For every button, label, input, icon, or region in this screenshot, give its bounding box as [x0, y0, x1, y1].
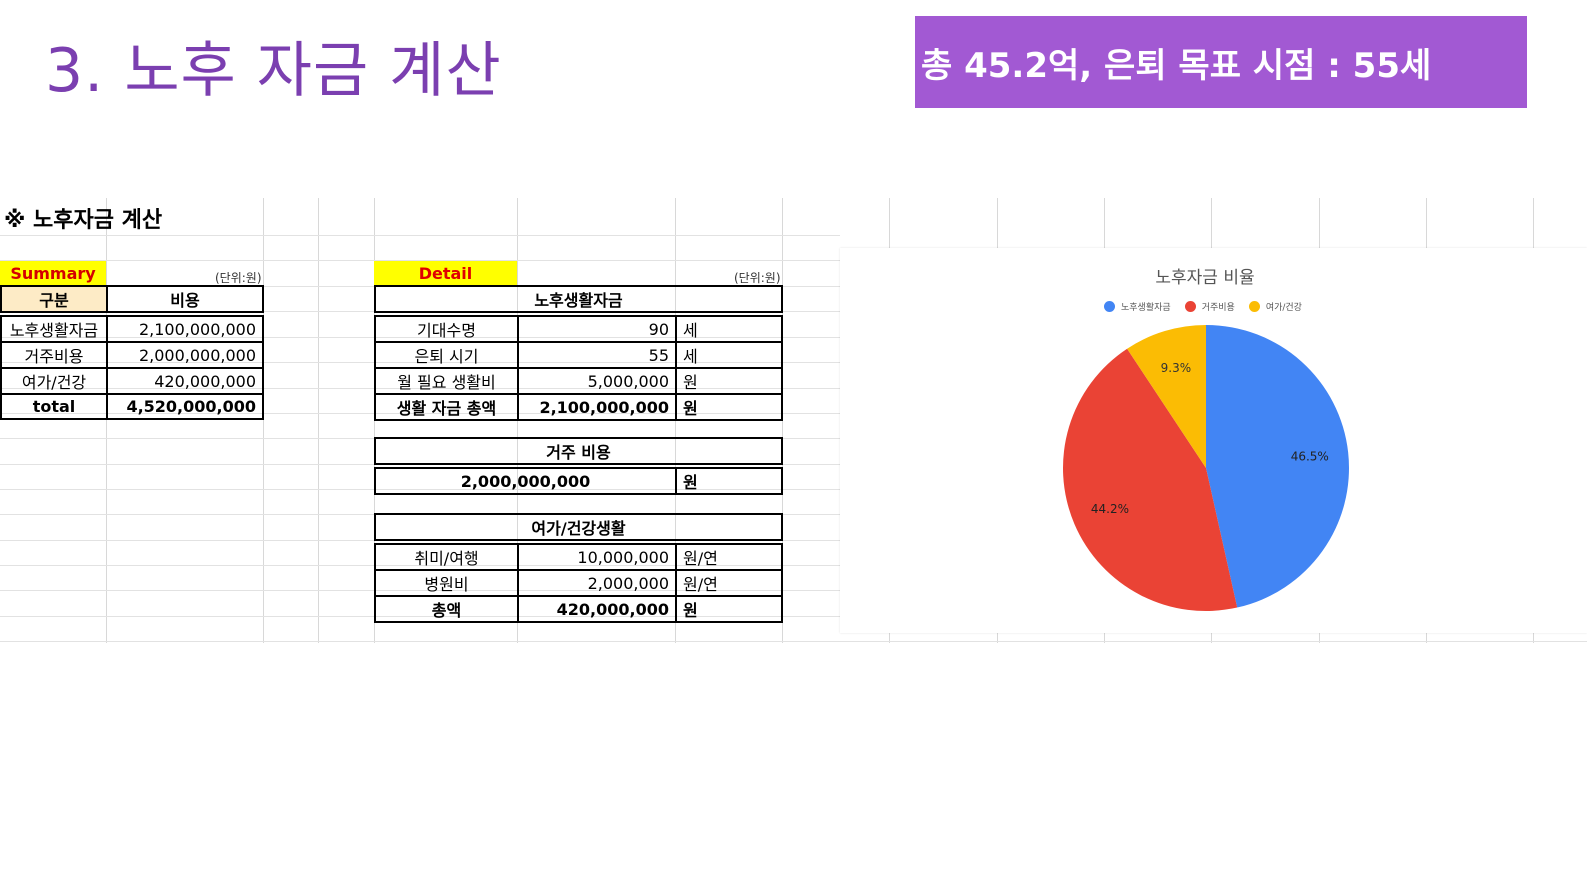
summary-table: 구분 비용 노후생활자금 2,100,000,000 거주비용 2,000,00…: [0, 285, 264, 420]
total-unit: 원: [675, 595, 783, 623]
legend-item: 거주비용: [1184, 300, 1235, 313]
slice-label: 44.2%: [1091, 502, 1129, 516]
total-value: 420,000,000: [517, 595, 677, 623]
row-label: 거주비용: [0, 341, 108, 369]
legend-dot: [1104, 301, 1115, 312]
row-value: 2,000,000,000: [106, 341, 264, 369]
detail-unit: (단위:원): [734, 271, 781, 285]
legend-item: 노후생활자금: [1104, 300, 1171, 313]
living-header: 노후생활자금: [374, 285, 783, 313]
row-label: 노후생활자금: [0, 315, 108, 343]
row-value: 2,000,000: [517, 569, 677, 597]
row-unit: 원/연: [675, 543, 783, 571]
row-unit: 세: [675, 341, 783, 369]
row-value: 420,000,000: [106, 367, 264, 395]
summary-banner: 총 45.2억, 은퇴 목표 시점 : 55세: [915, 16, 1527, 108]
leisure-header: 여가/건강생활: [374, 513, 783, 541]
table-row: total 4,520,000,000: [0, 393, 264, 420]
leisure-table: 여가/건강생활 취미/여행 10,000,000 원/연 병원비 2,000,0…: [374, 513, 783, 623]
slide-title: 3. 노후 자금 계산: [45, 36, 502, 106]
detail-tag: Detail: [374, 261, 517, 286]
row-label: 은퇴 시기: [374, 341, 519, 369]
table-row: 여가/건강생활: [374, 513, 783, 541]
row-value: 55: [517, 341, 677, 369]
slice-leisure[interactable]: [1127, 325, 1206, 468]
table-row: 총액 420,000,000 원: [374, 595, 783, 623]
summary-unit: (단위:원): [215, 271, 262, 285]
row-label: 여가/건강: [0, 367, 108, 395]
total-unit: 원: [675, 393, 783, 421]
housing-table: 거주 비용 2,000,000,000 원: [374, 437, 783, 495]
total-label: 생활 자금 총액: [374, 393, 519, 421]
slice-living[interactable]: [1206, 325, 1350, 608]
slice-label: 9.3%: [1161, 361, 1192, 375]
row-label: 월 필요 생활비: [374, 367, 519, 395]
slice-label: 46.5%: [1291, 450, 1329, 464]
housing-value: 2,000,000,000: [374, 467, 677, 495]
row-value: 10,000,000: [517, 543, 677, 571]
table-row: 2,000,000,000 원: [374, 467, 783, 495]
living-table: 노후생활자금 기대수명 90 세 은퇴 시기 55 세 월 필요 생활비 5,0…: [374, 285, 783, 421]
housing-header: 거주 비용: [374, 437, 783, 465]
row-unit: 세: [675, 315, 783, 343]
chart-title: 노후자금 비율: [1155, 268, 1255, 288]
legend-item: 여가/건강: [1248, 300, 1302, 313]
row-value: 2,100,000,000: [106, 315, 264, 343]
chart-legend: 노후생활자금 거주비용 여가/건강: [1104, 300, 1302, 313]
header-category: 구분: [0, 285, 108, 313]
table-row: 여가/건강 420,000,000: [0, 367, 264, 395]
total-value: 4,520,000,000: [106, 393, 264, 420]
sheet-title: ※ 노후자금 계산: [4, 208, 163, 233]
table-row: 기대수명 90 세: [374, 315, 783, 343]
slice-housing[interactable]: [1063, 348, 1238, 611]
housing-unit: 원: [675, 467, 783, 495]
legend-label: 여가/건강: [1265, 303, 1302, 313]
pie-chart-card[interactable]: 노후자금 비율 노후생활자금 거주비용 여가/건강 46.5% 44.2% 9.3%: [840, 248, 1587, 633]
total-label: 총액: [374, 595, 519, 623]
row-label: 기대수명: [374, 315, 519, 343]
row-label: 병원비: [374, 569, 519, 597]
row-label: 취미/여행: [374, 543, 519, 571]
legend-label: 노후생활자금: [1121, 303, 1171, 313]
table-row: 거주비용 2,000,000,000: [0, 341, 264, 369]
table-row: 취미/여행 10,000,000 원/연: [374, 543, 783, 571]
total-label: total: [0, 393, 108, 420]
table-row: 노후생활자금: [374, 285, 783, 313]
table-row: 구분 비용: [0, 285, 264, 313]
header-cost: 비용: [106, 285, 264, 313]
table-row: 노후생활자금 2,100,000,000: [0, 315, 264, 343]
table-row: 월 필요 생활비 5,000,000 원: [374, 367, 783, 395]
table-row: 병원비 2,000,000 원/연: [374, 569, 783, 597]
row-unit: 원: [675, 367, 783, 395]
table-row: 거주 비용: [374, 437, 783, 465]
legend-label: 거주비용: [1201, 303, 1235, 313]
table-row: 생활 자금 총액 2,100,000,000 원: [374, 393, 783, 421]
summary-tag: Summary: [0, 261, 106, 286]
pie-chart: 46.5% 44.2% 9.3%: [1063, 325, 1350, 611]
legend-dot: [1184, 301, 1196, 312]
legend-dot: [1248, 301, 1260, 312]
table-row: 은퇴 시기 55 세: [374, 341, 783, 369]
row-value: 90: [517, 315, 677, 343]
row-value: 5,000,000: [517, 367, 677, 395]
total-value: 2,100,000,000: [517, 393, 677, 421]
row-unit: 원/연: [675, 569, 783, 597]
